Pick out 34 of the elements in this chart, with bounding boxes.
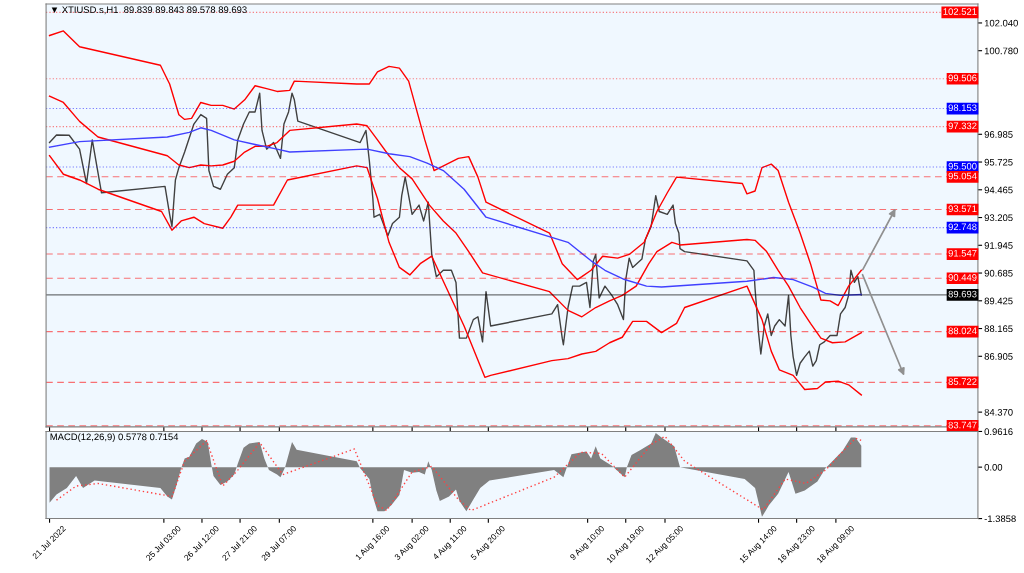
ref-line-label: 99.506 <box>948 74 977 82</box>
y-tick-label: 94.465 <box>984 186 1013 194</box>
ref-line-label: 90.449 <box>948 274 977 281</box>
ref-line-label: 83.747 <box>948 421 977 429</box>
y-tick-label: -1.3858 <box>984 515 1016 523</box>
ref-line-label: 92.748 <box>948 223 977 231</box>
ref-line-label: 85.722 <box>948 378 977 385</box>
y-tick-label: 102.040 <box>984 19 1018 27</box>
y-tick-label: 91.945 <box>984 242 1013 249</box>
line-series <box>48 30 862 307</box>
ref-line-label: 95.500 <box>948 162 977 170</box>
ref-line-label: 102.521 <box>943 8 977 15</box>
ref-line-label: 93.571 <box>948 205 977 213</box>
chart-title: ▼ XTIUSD.s,H1 89.839 89.843 89.578 89.693 <box>51 6 247 15</box>
line-series <box>48 127 862 297</box>
annotation: MACD(12,26,9) 0.5778 0.7154 <box>50 433 179 443</box>
ref-line-label: 97.332 <box>948 122 977 130</box>
y-tick-label: 90.685 <box>984 269 1013 277</box>
ref-line-label: 89.693 <box>948 290 977 298</box>
y-tick-label: 84.370 <box>984 408 1013 416</box>
y-tick-label: 100.780 <box>984 47 1018 55</box>
y-tick-label: 88.165 <box>984 325 1013 333</box>
y-tick-label: 86.905 <box>984 353 1013 360</box>
y-tick-label: 0.9616 <box>984 428 1013 435</box>
ref-line-label: 95.054 <box>948 172 977 180</box>
y-tick-label: 0.00 <box>984 463 1003 471</box>
ref-line-label: 98.153 <box>948 104 977 112</box>
y-tick-label: 89.425 <box>984 297 1013 305</box>
y-tick-label: 93.205 <box>984 214 1013 222</box>
y-tick-label: 95.725 <box>984 158 1013 166</box>
ref-line-label: 88.024 <box>948 327 977 335</box>
y-tick-label: 96.985 <box>984 131 1013 138</box>
line-series <box>48 155 862 396</box>
ref-line-label: 91.547 <box>948 249 977 257</box>
